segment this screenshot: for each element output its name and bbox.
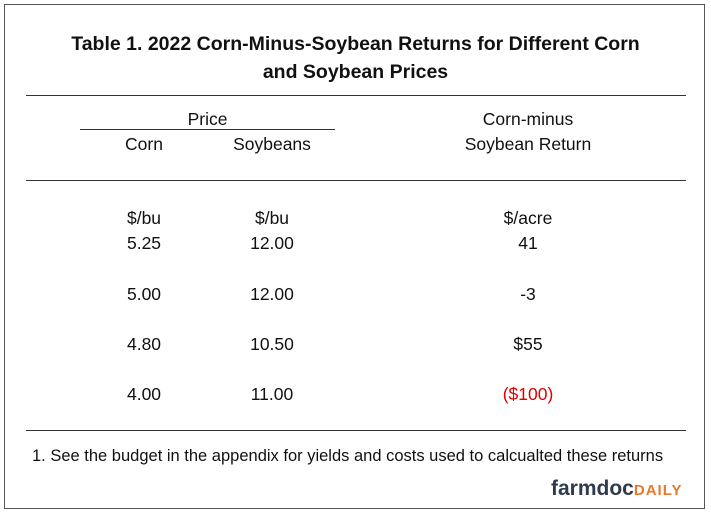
corn-price-cell: 4.00 [126,384,162,404]
return-cell: $55 [513,334,543,354]
negative-return-cell: ($100) [502,384,554,404]
corn-price-cell: 4.80 [126,334,162,354]
corn-column-header: Corn [125,134,163,154]
return-column-header-line-1: Corn-minus [482,109,574,129]
footnote: 1. See the budget in the appendix for yi… [32,447,664,465]
soybean-price-cell: 12.00 [250,233,294,253]
farmdoc-daily-logo: farmdocDAILY [551,477,682,503]
top-rule [26,95,686,96]
table-frame [4,4,705,509]
return-cell: -3 [520,284,536,304]
logo-text-daily: DAILY [633,482,683,499]
return-column-header-line-2: Soybean Return [464,134,592,154]
soybeans-units: $/bu [254,208,290,228]
corn-units: $/bu [126,208,162,228]
bottom-rule [26,430,686,431]
soybeans-column-header: Soybeans [233,134,311,154]
corn-price-cell: 5.25 [126,233,162,253]
corn-price-cell: 5.00 [126,284,162,304]
logo-text-farmdoc: farmdoc [551,477,634,500]
return-units: $/acre [503,208,553,228]
header-rule [26,180,686,181]
table-title: Table 1. 2022 Corn-Minus-Soybean Returns… [0,30,711,86]
price-group-underline [80,129,335,130]
soybean-price-cell: 10.50 [250,334,294,354]
soybean-price-cell: 11.00 [250,384,294,404]
title-line-1: Table 1. 2022 Corn-Minus-Soybean Returns… [71,33,640,55]
price-group-header: Price [187,109,228,129]
soybean-price-cell: 12.00 [250,284,294,304]
title-line-2: and Soybean Prices [262,61,449,83]
return-cell: 41 [518,233,538,253]
